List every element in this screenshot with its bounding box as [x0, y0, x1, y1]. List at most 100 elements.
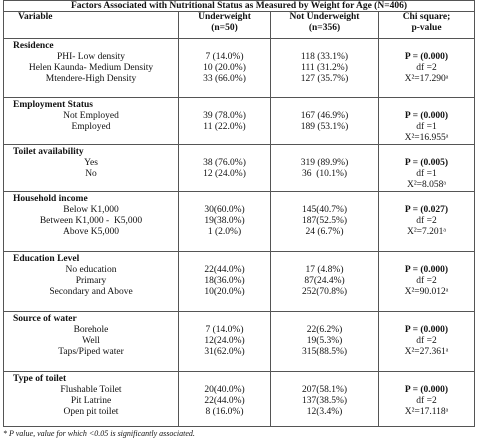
row-value: 17 (4.8%): [305, 265, 344, 275]
stat: X²=16.955ᵃ: [404, 133, 449, 143]
row-value: 22(44.0%): [204, 396, 245, 406]
row-value: 127 (35.7%): [300, 74, 349, 84]
stat: P = (0.000): [404, 111, 449, 121]
row-value: 33 (66.0%): [203, 74, 246, 84]
row-value: 24 (6.7%): [305, 227, 344, 237]
row-label: Employed: [71, 122, 111, 132]
spacer: [182, 314, 267, 325]
cell: Toilet availability Yes No: [3, 144, 179, 192]
row-value: 1 (2.0%): [207, 227, 242, 237]
stat: X²=17.290ᵃ: [404, 74, 449, 84]
spacer: [274, 194, 375, 205]
row-label: No education: [65, 265, 117, 275]
table-title: Factors Associated with Nutritional Stat…: [3, 0, 475, 12]
cell: P = (0.000) df =2 X²=90.012ᵃ: [378, 251, 475, 312]
row-value: 87(24.4%): [304, 276, 345, 286]
cell: P = (0.000) df =1 X²=16.955ᵃ: [378, 97, 475, 145]
cell: Residence PHI- Low density Helen Kaunda- M…: [3, 38, 179, 98]
row-label: Flushable Toilet: [60, 385, 122, 395]
spacer: [382, 254, 471, 265]
cell: 145(40.7%) 187(52.5%) 24 (6.7%): [270, 191, 379, 252]
row-value: 8 (16.0%): [205, 407, 244, 417]
row-label: Helen Kaunda- Medium Density: [28, 63, 154, 73]
cell: 319 (89.9%) 36 (10.1%): [270, 144, 379, 192]
cell: 118 (33.1%) 111 (31.2%) 127 (35.7%): [270, 38, 379, 98]
row-value: 10 (20.0%): [203, 63, 246, 73]
row-value: 137(38.5%): [301, 396, 348, 406]
cell: P = (0.000) df =2 X²=27.361ᵃ: [378, 311, 475, 372]
spacer: [182, 147, 267, 158]
spacer: [382, 314, 471, 325]
row-value: 252(70.8%): [301, 287, 348, 297]
cell: 167 (46.9%) 189 (53.1%): [270, 97, 379, 145]
row-value: 38 (76.0%): [203, 158, 246, 168]
spacer: [182, 374, 267, 385]
row-label: Taps/Piped water: [58, 347, 124, 357]
row-value: 30(60.0%): [204, 205, 245, 215]
spacer: [382, 147, 471, 158]
cell: 7 (14.0%) 10 (20.0%) 33 (66.0%): [178, 38, 271, 98]
section-row: Toilet availability Yes No 38 (76.0%) 12 (24…: [3, 144, 475, 192]
row-value: 12 (24.0%): [203, 169, 246, 179]
row-label: Borehole: [73, 325, 109, 335]
cell: 39 (78.0%) 11 (22.0%): [178, 97, 271, 145]
row-value: 31(62.0%): [204, 347, 245, 357]
stat: df =1: [416, 122, 437, 132]
section-heading: Education Level: [13, 254, 80, 264]
cell: 207(58.1%) 137(38.5%) 12(3.4%): [270, 371, 379, 427]
row-value: 36 (10.1%): [301, 169, 348, 179]
section-heading: Residence: [13, 41, 54, 51]
stat: P = (0.000): [404, 52, 449, 62]
row-value: 207(58.1%): [301, 385, 348, 395]
spacer: [182, 194, 267, 205]
table: Factors Associated with Nutritional Stat…: [3, 0, 475, 427]
row-label: Pit Latrine: [70, 396, 112, 406]
spacer: [382, 100, 471, 111]
stat: df =2: [416, 276, 437, 286]
cell: Education Level No education Primary Second…: [3, 251, 179, 312]
stat: P = (0.005): [404, 158, 449, 168]
row-label: PHI- Low density: [56, 52, 126, 62]
cell: 38 (76.0%) 12 (24.0%): [178, 144, 271, 192]
section-row: Household income Below K1,000 Between K1,0…: [3, 191, 475, 252]
section-heading: Type of toilet: [13, 374, 67, 384]
stat: df =2: [416, 63, 437, 73]
spacer: [274, 41, 375, 52]
spacer: [382, 374, 471, 385]
row-value: 111 (31.2%): [301, 63, 348, 73]
cell: Source of water Borehole Well Taps/Piped wa…: [3, 311, 179, 372]
row-label: Open pit toilet: [63, 407, 119, 417]
stat: X²=8.058ᵃ: [406, 180, 447, 190]
row-value: 12(3.4%): [306, 407, 343, 417]
header-cell: Chi square; p-value: [378, 11, 475, 39]
stat: P = (0.000): [404, 385, 449, 395]
cell: Employment Status Not Employed Employed: [3, 97, 179, 145]
header-cell: Variable: [3, 11, 179, 39]
stat: df =2: [416, 396, 437, 406]
header-cell: Underweight (n=50): [178, 11, 271, 39]
header-cell: Not Underweight (n=356): [270, 11, 379, 39]
row-label: Primary: [75, 276, 107, 286]
cell: 30(60.0%) 19(38.0%) 1 (2.0%): [178, 191, 271, 252]
spacer: [382, 194, 471, 205]
spacer: [182, 41, 267, 52]
row-value: 39 (78.0%): [203, 111, 246, 121]
row-value: 187(52.5%): [301, 216, 348, 226]
spacer: [274, 147, 375, 158]
row-value: 319 (89.9%): [300, 158, 349, 168]
cell: 7 (14.0%) 12(24.0%) 31(62.0%): [178, 311, 271, 372]
header-row: Variable Underweight (n=50) Not Underwei…: [3, 11, 475, 39]
row-label: No: [85, 169, 97, 179]
spacer: [274, 100, 375, 111]
stat: P = (0.000): [404, 265, 449, 275]
row-value: 189 (53.1%): [300, 122, 349, 132]
section-heading: Toilet availability: [13, 147, 84, 157]
row-value: 118 (33.1%): [300, 52, 349, 62]
section-row: Source of water Borehole Well Taps/Piped wa…: [3, 311, 475, 372]
row-label: Mtendere-High Density: [45, 74, 137, 84]
section-row: Type of toilet Flushable Toilet Pit Latrin…: [3, 371, 475, 427]
title-row: Factors Associated with Nutritional Stat…: [3, 0, 475, 12]
row-value: 12(24.0%): [204, 336, 245, 346]
stat: P = (0.027): [404, 205, 449, 215]
